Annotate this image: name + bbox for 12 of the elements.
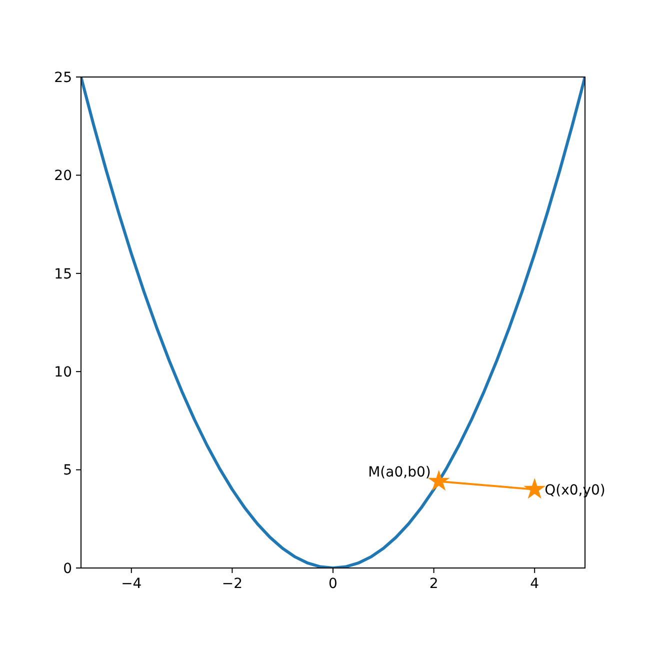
x-tick-label: 0 bbox=[328, 576, 338, 592]
x-tick-label: 4 bbox=[530, 576, 540, 592]
annotation: M(a0,b0) bbox=[368, 464, 431, 480]
y-tick-label: 10 bbox=[54, 364, 72, 380]
y-tick-label: 25 bbox=[54, 70, 72, 86]
y-tick-label: 15 bbox=[54, 266, 72, 282]
y-tick-label: 5 bbox=[63, 462, 72, 479]
y-tick-label: 20 bbox=[54, 168, 72, 184]
y-tick-label: 0 bbox=[63, 560, 72, 577]
x-tick-label: −4 bbox=[121, 576, 142, 592]
x-tick-label: 2 bbox=[429, 576, 438, 592]
x-tick-label: −2 bbox=[222, 576, 243, 592]
